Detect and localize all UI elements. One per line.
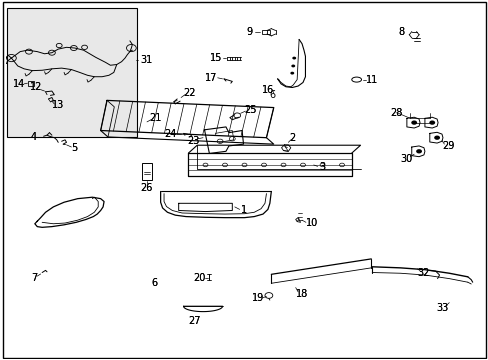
Text: 30: 30 [400, 154, 412, 164]
Text: 6: 6 [151, 278, 157, 288]
Text: 24: 24 [164, 129, 176, 139]
Text: 33: 33 [435, 303, 447, 314]
Bar [28, 81, 34, 86]
Text: 26: 26 [140, 183, 152, 193]
Bar [6, 8, 137, 137]
Text: 32: 32 [417, 267, 429, 278]
Text: 30: 30 [400, 154, 412, 164]
Text: 17: 17 [205, 73, 217, 83]
Circle shape [428, 121, 434, 125]
Text: 29: 29 [441, 141, 453, 151]
Circle shape [410, 121, 416, 125]
Text: 16: 16 [261, 85, 273, 95]
Text: 7: 7 [31, 273, 37, 283]
Text: 23: 23 [187, 136, 199, 145]
Text: 11: 11 [366, 75, 378, 85]
Text: 5: 5 [71, 143, 77, 153]
Text: 25: 25 [244, 105, 256, 115]
Text: 19: 19 [251, 293, 264, 303]
Text: 27: 27 [188, 316, 201, 325]
Text: 22: 22 [183, 88, 196, 98]
Text: 27: 27 [188, 316, 201, 325]
Text: 10: 10 [305, 218, 317, 228]
Text: 25: 25 [244, 105, 256, 115]
Text: 5: 5 [71, 143, 77, 153]
Text: 10: 10 [305, 218, 317, 228]
Text: 12: 12 [30, 82, 42, 93]
Text: 11: 11 [366, 75, 378, 85]
Text: 2: 2 [288, 133, 295, 143]
Text: 13: 13 [52, 100, 64, 110]
Text: 28: 28 [389, 108, 402, 118]
Text: 33: 33 [435, 303, 447, 314]
Text: 1: 1 [241, 206, 247, 216]
Text: 4: 4 [31, 132, 37, 142]
Text: 3: 3 [319, 162, 325, 172]
Text: 21: 21 [149, 113, 162, 123]
Text: 6: 6 [269, 90, 275, 100]
Text: 20: 20 [193, 273, 205, 283]
Text: 7: 7 [31, 273, 37, 283]
Bar [261, 30, 270, 35]
Circle shape [433, 135, 439, 140]
Text: 9: 9 [246, 27, 252, 37]
Text: 1: 1 [241, 206, 247, 216]
Text: 15: 15 [210, 53, 222, 63]
Text: 15: 15 [210, 53, 222, 63]
Text: 21: 21 [149, 113, 162, 123]
Text: 29: 29 [441, 141, 453, 151]
Text: 6: 6 [151, 278, 157, 288]
Text: 28: 28 [389, 108, 402, 118]
Text: 9: 9 [246, 27, 252, 37]
Text: 14: 14 [13, 79, 25, 89]
Text: 8: 8 [398, 27, 404, 37]
Text: 2: 2 [288, 133, 295, 143]
Text: 17: 17 [205, 73, 217, 83]
Text: 13: 13 [52, 100, 64, 110]
Text: 12: 12 [30, 82, 42, 93]
Circle shape [415, 149, 421, 153]
Text: 18: 18 [295, 289, 307, 299]
Text: 22: 22 [183, 88, 196, 98]
Text: 14: 14 [13, 79, 25, 89]
Text: 3: 3 [319, 162, 325, 172]
Text: 4: 4 [31, 132, 37, 142]
Text: 8: 8 [398, 27, 404, 37]
Text: 16: 16 [261, 85, 273, 95]
Text: 31: 31 [140, 55, 152, 65]
Text: 18: 18 [295, 289, 307, 299]
Circle shape [291, 64, 295, 67]
Text: 32: 32 [417, 267, 429, 278]
Circle shape [290, 72, 294, 75]
Circle shape [292, 57, 296, 59]
Text: 20: 20 [193, 273, 205, 283]
Text: 24: 24 [164, 129, 176, 139]
Bar [142, 163, 152, 180]
Text: 19: 19 [251, 293, 264, 303]
Text: 31: 31 [140, 55, 152, 65]
Text: 23: 23 [187, 136, 199, 145]
Text: 26: 26 [140, 183, 152, 193]
